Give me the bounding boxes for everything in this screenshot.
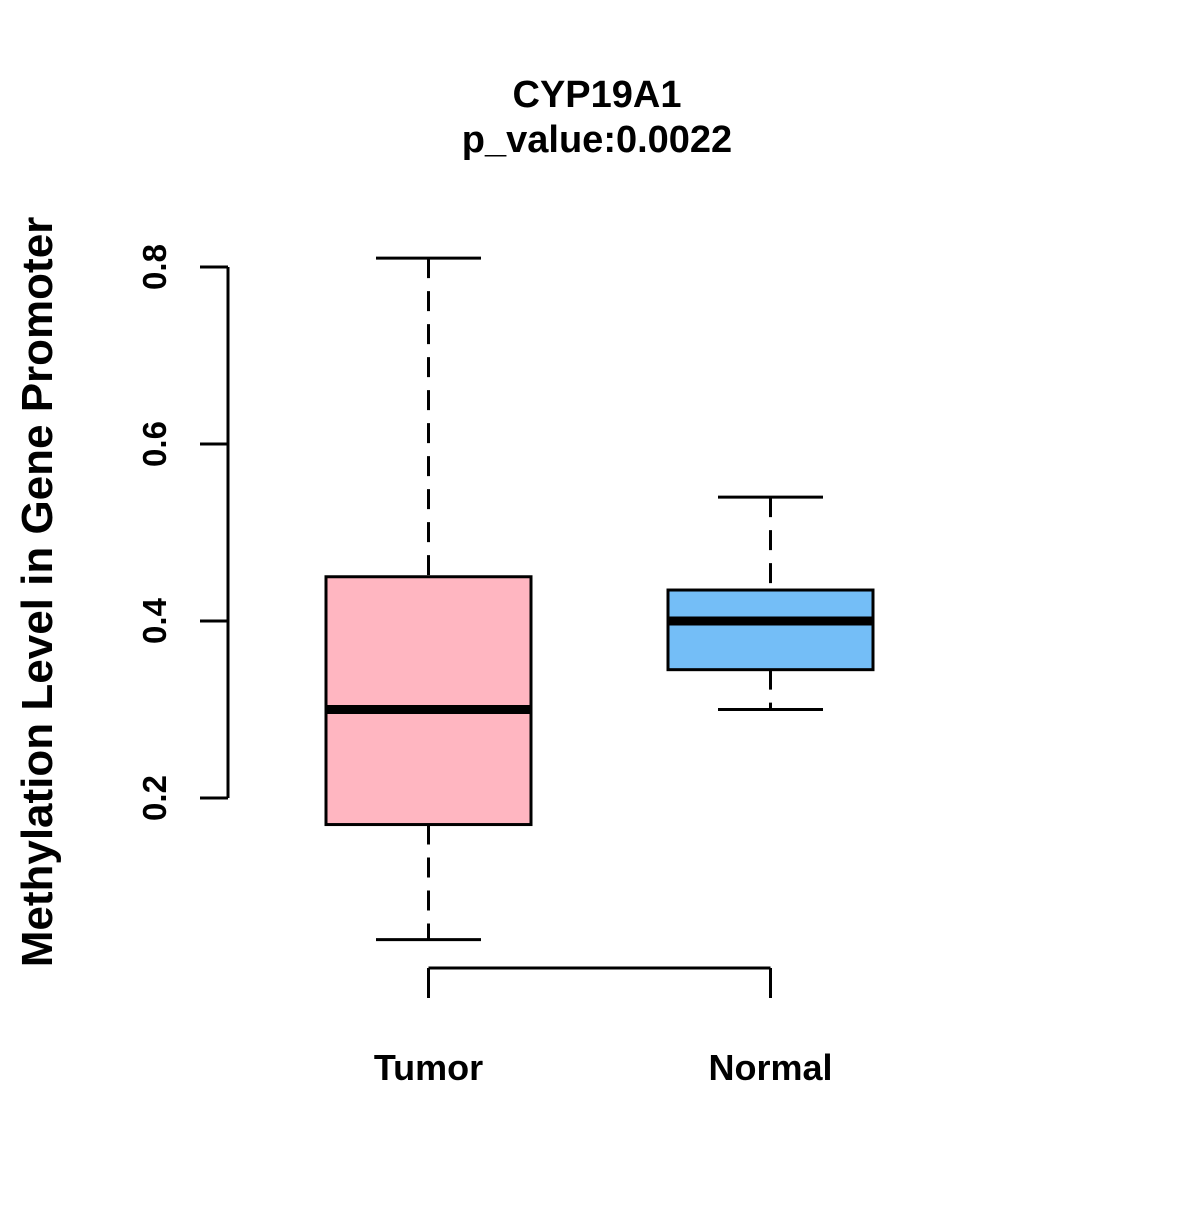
chart-title: CYP19A1 [513,74,682,116]
x-axis: Tumor Normal [374,966,833,1088]
y-tick: 0.6 [136,421,228,467]
y-tick: 0.4 [136,597,228,644]
y-axis-title: Methylation Level in Gene Promoter [13,217,62,968]
y-axis: 0.2 0.4 0.6 0.8 [136,244,230,821]
y-tick: 0.8 [136,244,228,290]
iqr-box [324,575,533,827]
boxplot-normal [666,495,875,711]
y-tick-label: 0.8 [136,244,173,290]
iqr-box [666,588,875,672]
y-tick-label: 0.6 [136,421,173,467]
y-tick: 0.2 [136,775,228,821]
y-tick-label: 0.2 [136,775,173,821]
chart-subtitle: p_value:0.0022 [462,119,732,161]
y-tick-label: 0.4 [136,597,173,644]
x-category-label: Normal [708,1047,832,1088]
x-category-label: Tumor [374,1047,483,1088]
boxplot-tumor [324,256,533,942]
